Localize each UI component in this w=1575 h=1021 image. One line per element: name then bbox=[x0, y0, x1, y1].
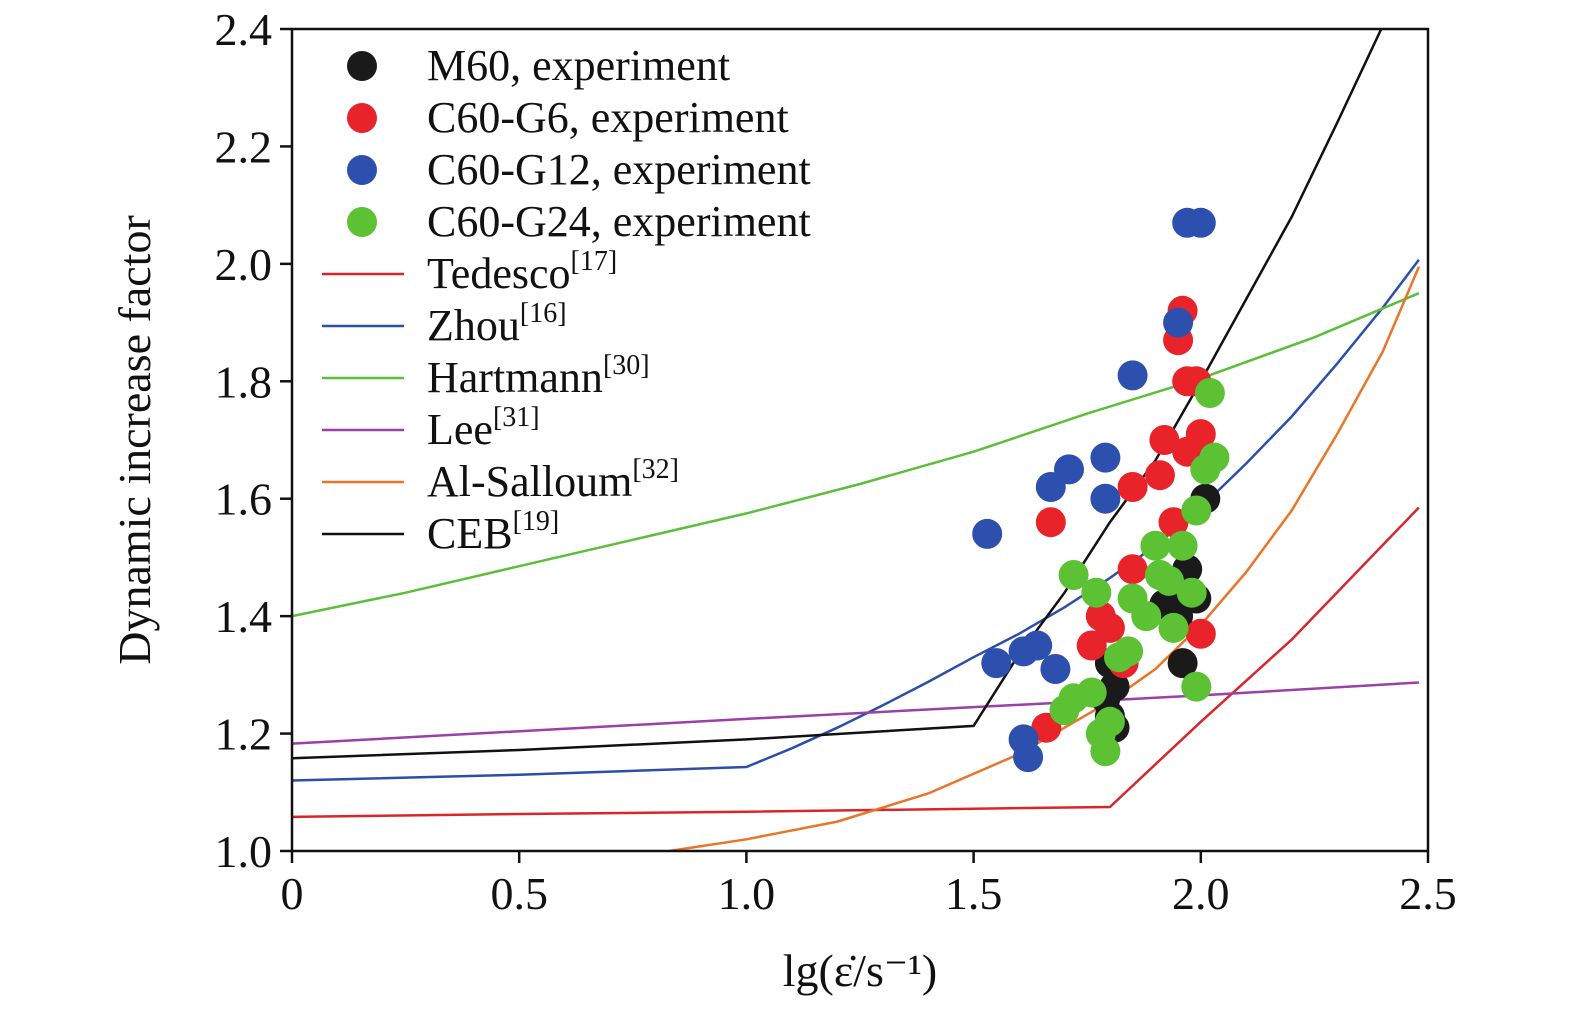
y-tick-label: 1.4 bbox=[215, 591, 273, 642]
plot-frame bbox=[290, 27, 1430, 853]
point-series-2-0 bbox=[972, 518, 1003, 549]
point-series-1-9 bbox=[1149, 425, 1180, 455]
line-lee bbox=[292, 681, 1419, 745]
point-series-1-1 bbox=[1035, 507, 1066, 538]
point-series-3-21 bbox=[1194, 378, 1225, 408]
point-series-2-14 bbox=[1185, 207, 1216, 238]
point-series-2-9 bbox=[1090, 442, 1121, 473]
experiment-points bbox=[972, 207, 1230, 773]
line-al-salloum bbox=[669, 266, 1421, 851]
point-series-2-3 bbox=[1013, 742, 1044, 773]
legend-label: Hartmann[30] bbox=[427, 350, 650, 402]
point-series-3-14 bbox=[1154, 565, 1184, 596]
line-tedesco bbox=[292, 506, 1420, 819]
legend-marker bbox=[347, 51, 377, 81]
x-tick-label: 2.0 bbox=[1172, 868, 1230, 919]
axis-ticks: 0 0.5 1.0 1.5 2.0 2.5 1.0 1.2 1.4 1.6 1.8 2.0 2.2 2.4 bbox=[215, 4, 1457, 919]
point-series-1-6 bbox=[1117, 554, 1148, 585]
x-tick-label: 1.0 bbox=[718, 868, 776, 919]
point-series-3-4 bbox=[1081, 577, 1112, 608]
point-series-1-17 bbox=[1185, 618, 1216, 649]
y-tick-label: 1.2 bbox=[215, 709, 273, 760]
point-series-3-6 bbox=[1090, 736, 1121, 767]
point-series-3-18 bbox=[1181, 495, 1212, 526]
y-tick-label: 1.0 bbox=[215, 826, 273, 877]
point-series-3-15 bbox=[1158, 612, 1189, 643]
point-series-2-10 bbox=[1090, 483, 1121, 514]
x-tick-label: 1.5 bbox=[945, 868, 1003, 919]
y-tick-label: 1.8 bbox=[215, 356, 273, 407]
point-series-3-2 bbox=[1058, 560, 1089, 590]
point-series-2-11 bbox=[1117, 360, 1148, 391]
x-tick-label: 0 bbox=[281, 868, 304, 919]
legend-label: Zhou[16] bbox=[427, 298, 567, 350]
point-series-3-17 bbox=[1176, 577, 1207, 608]
point-series-2-5 bbox=[1022, 630, 1053, 661]
y-tick-label: 2.4 bbox=[215, 4, 273, 55]
point-series-3-11 bbox=[1131, 601, 1162, 632]
legend-label: Al-Salloum[32] bbox=[427, 454, 679, 506]
model-curves bbox=[292, 29, 1421, 851]
y-tick-label: 2.0 bbox=[215, 239, 273, 290]
point-series-3-12 bbox=[1140, 530, 1171, 561]
legend-label: C60-G6, experiment bbox=[427, 93, 789, 142]
y-tick-label: 2.2 bbox=[215, 121, 273, 172]
point-series-3-3 bbox=[1076, 677, 1107, 708]
point-series-3-7 bbox=[1094, 706, 1125, 737]
point-series-3-19 bbox=[1181, 671, 1212, 702]
point-series-2-8 bbox=[1054, 454, 1084, 485]
line-zhou bbox=[292, 258, 1420, 782]
line-ceb bbox=[292, 29, 1383, 760]
legend-label: C60-G24, experiment bbox=[427, 197, 811, 246]
point-series-2-7 bbox=[1040, 654, 1071, 684]
point-series-3-9 bbox=[1113, 636, 1144, 667]
point-series-2-12 bbox=[1163, 307, 1194, 338]
point-series-1-7 bbox=[1117, 472, 1148, 502]
point-series-0-2 bbox=[1099, 671, 1130, 702]
y-axis-title: Dynamic increase factor bbox=[109, 215, 160, 665]
point-series-1-4 bbox=[1094, 612, 1125, 643]
point-series-0-9 bbox=[1167, 648, 1198, 679]
legend-marker bbox=[347, 155, 377, 185]
point-series-1-10 bbox=[1158, 507, 1189, 538]
legend-label: Tedesco[17] bbox=[427, 246, 617, 298]
y-tick-label: 1.6 bbox=[215, 474, 273, 525]
legend-label: C60-G12, experiment bbox=[427, 145, 811, 194]
x-axis-title: lg(ε̇/s⁻¹) bbox=[783, 945, 938, 996]
point-series-3-16 bbox=[1167, 530, 1198, 561]
line-hartmann bbox=[292, 292, 1420, 618]
x-tick-label: 2.5 bbox=[1399, 868, 1457, 919]
legend-label: M60, experiment bbox=[427, 41, 730, 90]
legend-label: CEB[19] bbox=[427, 506, 559, 558]
point-series-1-8 bbox=[1144, 460, 1175, 491]
legend-marker bbox=[347, 207, 377, 237]
point-series-2-1 bbox=[981, 648, 1012, 679]
legend-marker bbox=[347, 103, 377, 133]
x-tick-label: 0.5 bbox=[490, 868, 548, 919]
legend-label: Lee[31] bbox=[427, 402, 540, 454]
point-series-1-16 bbox=[1185, 419, 1216, 450]
point-series-3-22 bbox=[1199, 442, 1230, 473]
